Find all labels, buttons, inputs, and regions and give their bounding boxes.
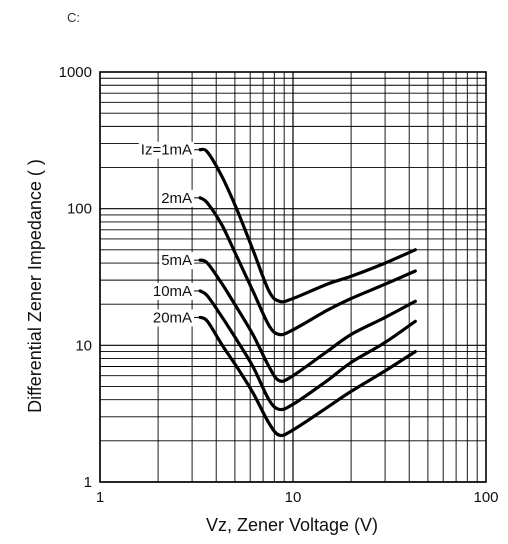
tick-labels: 1 10 100 1 10 100 1000 <box>59 64 499 506</box>
curve-label: 20mA <box>153 309 192 326</box>
x-tick-label: 10 <box>285 489 302 506</box>
x-axis-label: Vz, Zener Voltage (V) <box>206 515 378 535</box>
grid-lines <box>99 72 486 483</box>
y-axis-label: Differential Zener Impedance ( ) <box>25 159 45 413</box>
series-line <box>198 147 417 304</box>
curve-label-background <box>138 141 195 159</box>
y-tick-label: 1000 <box>59 64 92 81</box>
curve-label: Iz=1mA <box>141 142 192 159</box>
series-line <box>198 315 417 438</box>
series-line <box>198 289 417 412</box>
curve-label: 5mA <box>161 252 192 269</box>
curve-label-background <box>150 309 195 327</box>
y-tick-label: 10 <box>75 337 92 354</box>
x-tick-label: 100 <box>473 489 498 506</box>
series-line <box>198 196 417 337</box>
x-tick-label: 1 <box>96 489 104 506</box>
curves <box>198 147 417 438</box>
curve-label-background <box>159 252 195 270</box>
curve-label: 2mA <box>161 190 192 207</box>
series-line <box>198 258 417 383</box>
curve-label-background <box>150 282 195 300</box>
curve-label: 10mA <box>153 283 192 300</box>
y-tick-label: 1 <box>84 474 92 491</box>
plot-frame <box>99 71 487 483</box>
y-tick-label: 100 <box>67 201 92 218</box>
curve-label-background <box>159 189 195 207</box>
curve-labels: Iz=1mA 2mA 5mA 10mA 20mA <box>138 141 201 327</box>
corner-mark: C: <box>67 10 80 25</box>
